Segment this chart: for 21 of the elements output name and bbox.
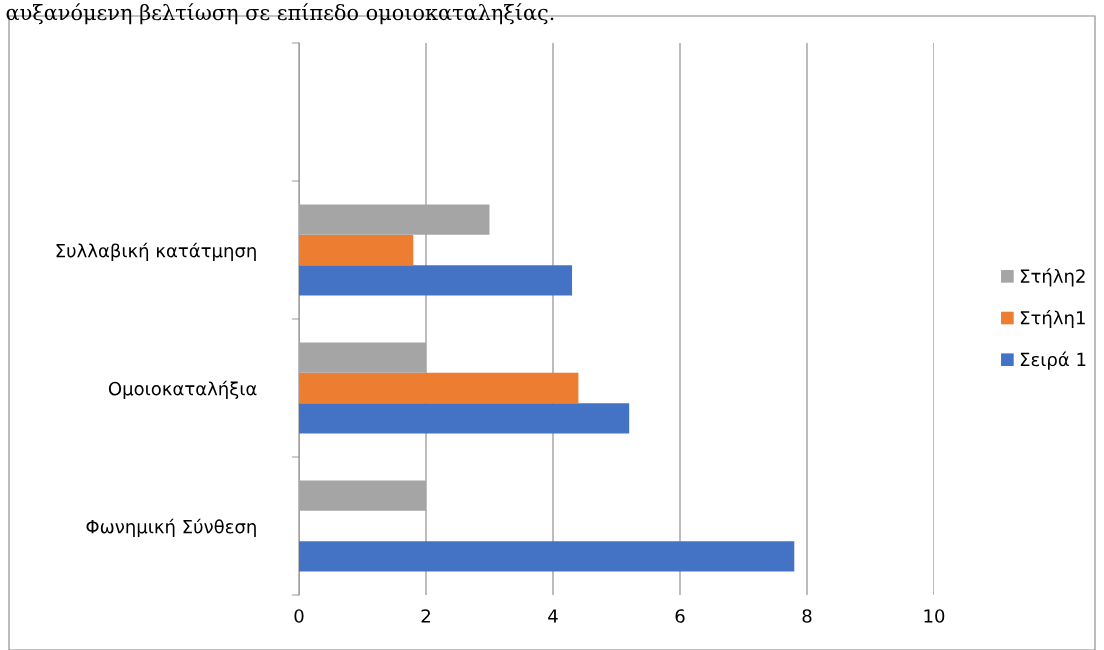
legend-label: Στήλη1 [1020,309,1085,329]
legend-label: Στήλη2 [1020,268,1085,287]
x-tick-label: 2 [421,609,430,623]
bar [299,541,795,572]
bar [299,265,573,296]
legend-label: Σειρά 1 [1020,351,1086,370]
x-tick-label: 6 [675,609,685,623]
y-tick-label: Ομοιοκαταλήξια [108,380,257,400]
x-tick-label: 0 [294,609,304,623]
bar [299,480,426,511]
bar [299,342,426,373]
bar [299,372,579,404]
y-tick-label: Συλλαβική κατάτμηση [56,242,256,261]
x-tick-label: 8 [802,609,812,623]
bar [299,204,490,235]
bar [299,234,414,266]
x-tick-label: 10 [924,609,945,623]
text: αυξανόμενη βελτίωση σε επίπεδο ομοιοκαταληξίας. [6,3,554,25]
bar [299,403,630,434]
x-tick-label: 4 [548,609,558,623]
y-tick-label: Φωνημική Σύνθεση [86,518,256,537]
